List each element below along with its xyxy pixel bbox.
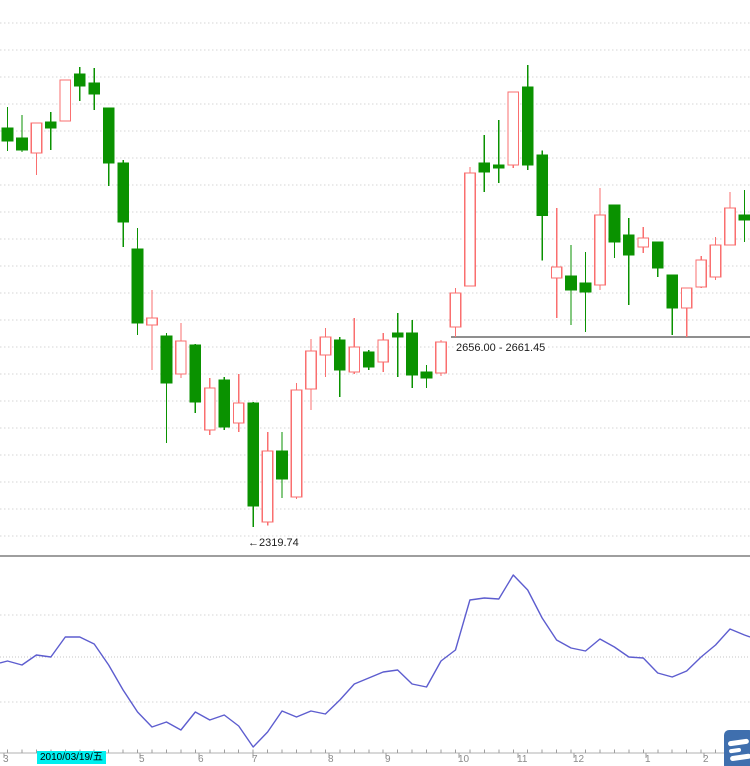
candle[interactable] (333, 337, 346, 397)
indicator-gridlines (0, 614, 750, 703)
candle[interactable] (45, 112, 57, 150)
candle[interactable] (579, 252, 592, 332)
candle[interactable] (507, 91, 520, 168)
low-price-annotation: ←2319.74 (248, 537, 299, 549)
candle[interactable] (637, 227, 650, 253)
candle[interactable] (666, 274, 679, 335)
candle[interactable] (160, 333, 173, 443)
candle[interactable] (290, 383, 303, 499)
candle[interactable] (30, 122, 43, 175)
candle[interactable] (131, 228, 144, 335)
selected-date-label: 2010/03/19/五 (37, 751, 106, 764)
candle[interactable] (59, 79, 72, 122)
candle[interactable] (377, 333, 390, 372)
x-axis-month-label: 9 (385, 754, 391, 765)
candle[interactable] (391, 313, 404, 377)
candle[interactable] (218, 377, 231, 430)
indicator-line[interactable] (0, 574, 750, 748)
x-axis (0, 749, 750, 758)
candle[interactable] (247, 402, 259, 527)
candle[interactable] (305, 339, 317, 410)
candle[interactable] (464, 167, 476, 287)
candle[interactable] (435, 340, 447, 376)
candle[interactable] (651, 241, 664, 277)
candle[interactable] (565, 245, 577, 325)
candle[interactable] (88, 68, 101, 110)
x-axis-month-label: 8 (328, 754, 334, 765)
candle[interactable] (406, 320, 418, 388)
broker-logo-background (724, 730, 750, 766)
candle[interactable] (478, 135, 491, 192)
candle[interactable] (362, 350, 375, 370)
candle[interactable] (146, 290, 158, 370)
candle[interactable] (550, 208, 563, 318)
candle[interactable] (102, 107, 115, 186)
candle[interactable] (536, 150, 549, 261)
x-axis-month-label: 3 (3, 754, 9, 765)
candle[interactable] (319, 328, 332, 377)
candle[interactable] (276, 432, 288, 498)
candle[interactable] (695, 256, 707, 288)
candle[interactable] (738, 190, 750, 242)
broker-logo-glyph (728, 738, 750, 761)
candle[interactable] (623, 218, 635, 305)
candle[interactable] (203, 378, 216, 435)
candle[interactable] (709, 237, 722, 280)
x-axis-month-label: 12 (573, 754, 585, 765)
candle[interactable] (724, 192, 736, 246)
candles-group (1, 65, 750, 527)
x-axis-month-label: 6 (198, 754, 204, 765)
x-axis-month-label: 2 (703, 754, 709, 765)
candle[interactable] (420, 365, 433, 388)
x-axis-month-label: 7 (252, 754, 258, 765)
candle[interactable] (680, 287, 693, 337)
price-gridlines (0, 22, 750, 537)
candle[interactable] (594, 188, 606, 290)
candle[interactable] (261, 432, 274, 526)
candle[interactable] (175, 323, 187, 378)
candle[interactable] (608, 204, 621, 258)
broker-logo-icon[interactable] (724, 730, 750, 766)
candle[interactable] (348, 318, 361, 374)
candle[interactable] (232, 374, 245, 432)
x-axis-month-label: 10 (458, 754, 470, 765)
candle[interactable] (117, 160, 129, 247)
candle[interactable] (189, 344, 202, 413)
candle[interactable] (1, 107, 14, 151)
candle[interactable] (449, 288, 462, 338)
gap-range-annotation: 2656.00 - 2661.45 (455, 342, 547, 354)
candle[interactable] (73, 67, 86, 101)
candle[interactable] (521, 65, 534, 170)
candle[interactable] (16, 115, 28, 152)
x-axis-month-label: 11 (517, 754, 528, 765)
x-axis-month-label: 5 (139, 754, 145, 765)
candle[interactable] (492, 120, 505, 183)
x-axis-month-label: 1 (645, 754, 651, 765)
